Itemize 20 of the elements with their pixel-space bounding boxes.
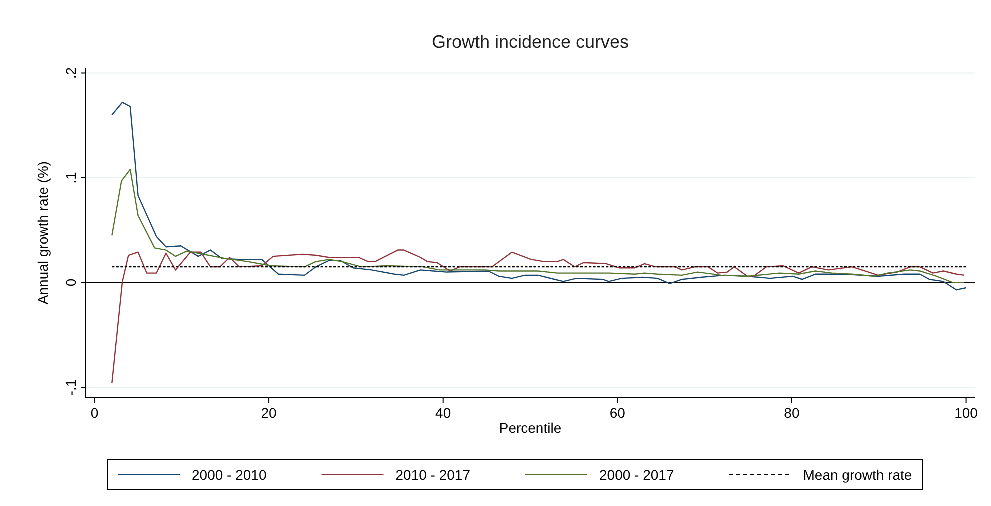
y-axis-title: Annual growth rate (%) [35, 161, 51, 305]
legend-label: 2000 - 2017 [600, 467, 674, 483]
x-tick-label: 80 [784, 405, 800, 421]
legend-label: 2010 - 2017 [396, 467, 471, 483]
x-axis-title: Percentile [499, 420, 562, 436]
chart-title: Growth incidence curves [432, 32, 630, 52]
x-tick-label: 20 [261, 405, 278, 421]
x-tick-label: 40 [436, 405, 452, 421]
x-tick-label: 0 [90, 405, 99, 421]
line-series [112, 250, 966, 384]
y-tick-label: -.1 [63, 379, 79, 396]
y-tick-label: .1 [63, 172, 79, 184]
y-tick-label: 0 [63, 278, 79, 287]
legend-label: 2000 - 2010 [192, 467, 267, 483]
line-series [112, 169, 966, 284]
legend-label: Mean growth rate [803, 467, 912, 483]
y-tick-label: .2 [63, 67, 79, 80]
x-tick-label: 60 [610, 405, 626, 421]
line-series [112, 102, 967, 291]
x-tick-label: 100 [954, 405, 978, 421]
